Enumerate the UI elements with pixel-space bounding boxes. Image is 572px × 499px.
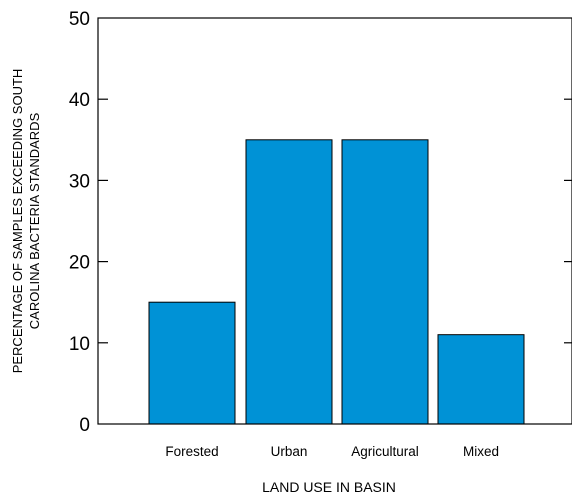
x-axis-categories: Forested Urban Agricultural Mixed (165, 444, 499, 459)
bar-forested (148, 301, 236, 425)
plot-frame (97, 17, 572, 425)
y-tick-label-0: 0 (79, 415, 90, 436)
bar-mixed (437, 334, 525, 425)
x-category-label-forested: Forested (165, 444, 218, 459)
y-axis-ticks: 0 10 20 30 40 50 (69, 9, 572, 436)
y-tick-label-30: 30 (69, 171, 90, 192)
x-axis-title: LAND USE IN BASIN (262, 479, 396, 494)
bars-layer (148, 139, 525, 425)
y-tick-label-40: 40 (69, 90, 90, 111)
x-category-label-mixed: Mixed (463, 444, 499, 459)
y-tick-label-20: 20 (69, 253, 90, 274)
x-category-label-urban: Urban (271, 444, 308, 459)
y-tick-label-50: 50 (69, 9, 90, 30)
x-category-label-agricultural: Agricultural (351, 444, 419, 459)
bar-urban (245, 139, 333, 425)
bar-agricultural (341, 139, 429, 425)
y-tick-label-10: 10 (69, 334, 90, 355)
y-axis-title-line-2: CAROLINA BACTERIA STANDARDS (27, 112, 42, 329)
y-axis-title: PERCENTAGE OF SAMPLES EXCEEDING SOUTH CA… (10, 69, 42, 374)
y-axis-title-line-1: PERCENTAGE OF SAMPLES EXCEEDING SOUTH (10, 69, 25, 374)
